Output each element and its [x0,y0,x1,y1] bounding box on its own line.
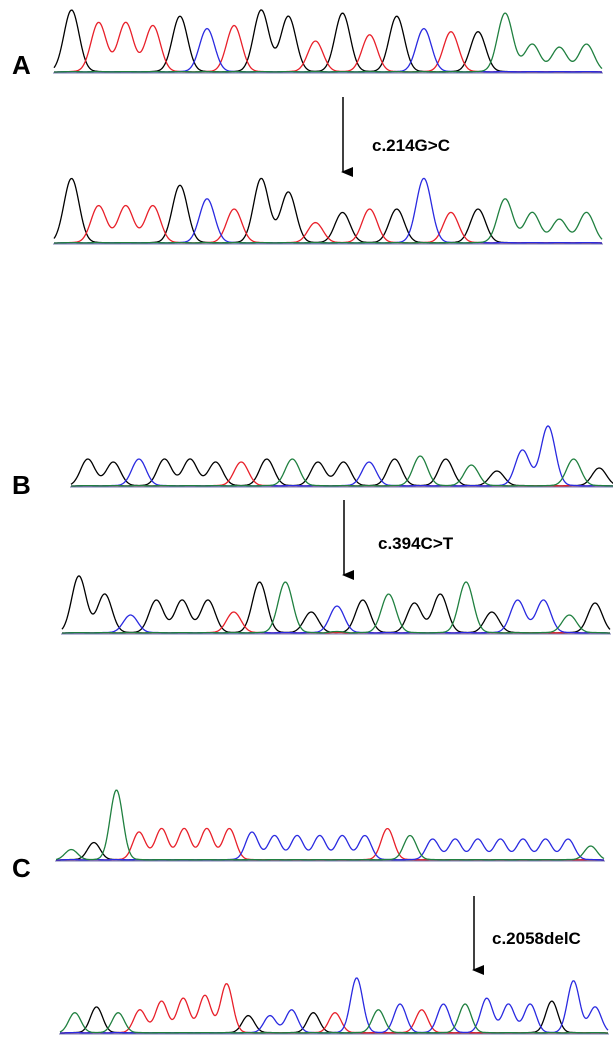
page: A c.214G>C B c.394C>T C c.2058delC (() =… [0,0,613,1037]
panel-label: A [12,50,31,80]
trace [54,206,602,244]
trace [54,178,602,243]
mutation-label: c.394C>T [378,534,454,553]
panel-label: C [12,853,31,883]
trace [71,426,613,486]
trace [60,1004,608,1033]
trace [56,832,604,860]
trace [60,978,608,1033]
trace [54,199,602,243]
trace [54,22,602,72]
panel-label: B [12,470,31,500]
trace [62,600,610,633]
trace [54,29,602,72]
trace [56,828,604,860]
trace [54,178,602,243]
trace [56,843,604,861]
figure: A c.214G>C B c.394C>T C c.2058delC [0,0,613,1037]
trace [60,1001,608,1033]
mutation-label: c.214G>C [372,136,450,155]
trace [54,10,602,72]
mutation-label: c.2058delC [492,929,581,948]
trace [62,576,610,633]
